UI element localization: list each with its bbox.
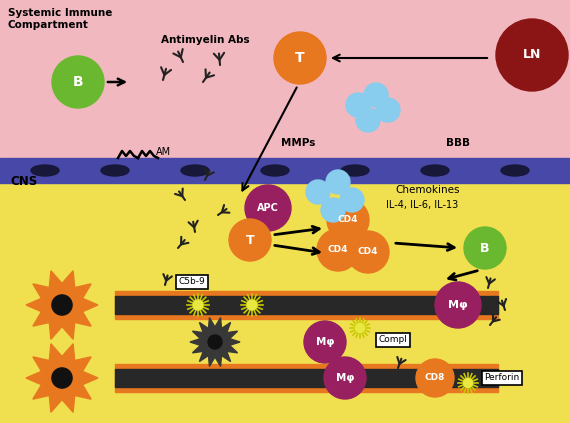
Ellipse shape (501, 165, 529, 176)
Circle shape (356, 108, 380, 132)
Circle shape (245, 185, 291, 231)
Circle shape (326, 170, 350, 194)
Ellipse shape (341, 165, 369, 176)
Circle shape (304, 321, 346, 363)
Text: IL-4, IL-6, IL-13: IL-4, IL-6, IL-13 (386, 200, 458, 210)
Circle shape (193, 300, 203, 310)
Circle shape (247, 300, 257, 310)
Circle shape (496, 19, 568, 91)
Text: B: B (481, 242, 490, 255)
Text: BBB: BBB (446, 138, 470, 148)
Bar (115, 369, 498, 387)
Text: CD4: CD4 (328, 245, 348, 255)
Bar (0, 183, 570, 423)
Text: Chemokines: Chemokines (396, 185, 460, 195)
Text: CD4: CD4 (358, 247, 378, 256)
Text: Mφ: Mφ (336, 373, 354, 383)
Text: LN: LN (523, 49, 541, 61)
Circle shape (376, 98, 400, 122)
Bar (0, 158, 570, 183)
Text: APC: APC (257, 203, 279, 213)
Bar (115, 296, 498, 314)
Text: T: T (295, 51, 305, 65)
Circle shape (52, 368, 72, 388)
Bar (115, 364, 498, 392)
Text: MMPs: MMPs (281, 138, 315, 148)
Circle shape (347, 231, 389, 273)
Text: AM: AM (156, 147, 170, 157)
Circle shape (416, 359, 454, 397)
Text: B: B (73, 75, 83, 89)
Ellipse shape (181, 165, 209, 176)
Circle shape (340, 188, 364, 212)
Circle shape (324, 357, 366, 399)
Polygon shape (26, 271, 98, 339)
Circle shape (327, 199, 369, 241)
Circle shape (463, 379, 473, 387)
Circle shape (208, 335, 222, 349)
Text: C5b-9: C5b-9 (178, 277, 205, 286)
Ellipse shape (101, 165, 129, 176)
Ellipse shape (31, 165, 59, 176)
Circle shape (364, 83, 388, 107)
Bar (0, 0, 570, 183)
Circle shape (229, 219, 271, 261)
Text: CD4: CD4 (338, 215, 359, 225)
Text: Antimyelin Abs: Antimyelin Abs (161, 35, 249, 45)
Text: Perforin: Perforin (484, 374, 520, 382)
Text: Compl: Compl (378, 335, 408, 344)
Text: Compartment: Compartment (8, 20, 89, 30)
Text: CNS: CNS (10, 175, 37, 188)
Ellipse shape (261, 165, 289, 176)
Circle shape (464, 227, 506, 269)
Circle shape (346, 93, 370, 117)
Text: Systemic Immune: Systemic Immune (8, 8, 112, 18)
Ellipse shape (421, 165, 449, 176)
Circle shape (317, 229, 359, 271)
Circle shape (356, 324, 364, 332)
Circle shape (321, 198, 345, 222)
Bar (115, 291, 498, 319)
Text: T: T (246, 233, 254, 247)
Polygon shape (190, 318, 240, 366)
Circle shape (306, 180, 330, 204)
Text: Mφ: Mφ (448, 300, 468, 310)
Text: CD8: CD8 (425, 374, 445, 382)
Circle shape (435, 282, 481, 328)
Text: Mφ: Mφ (316, 337, 334, 347)
Circle shape (52, 295, 72, 315)
Circle shape (274, 32, 326, 84)
Circle shape (52, 56, 104, 108)
Polygon shape (26, 344, 98, 412)
